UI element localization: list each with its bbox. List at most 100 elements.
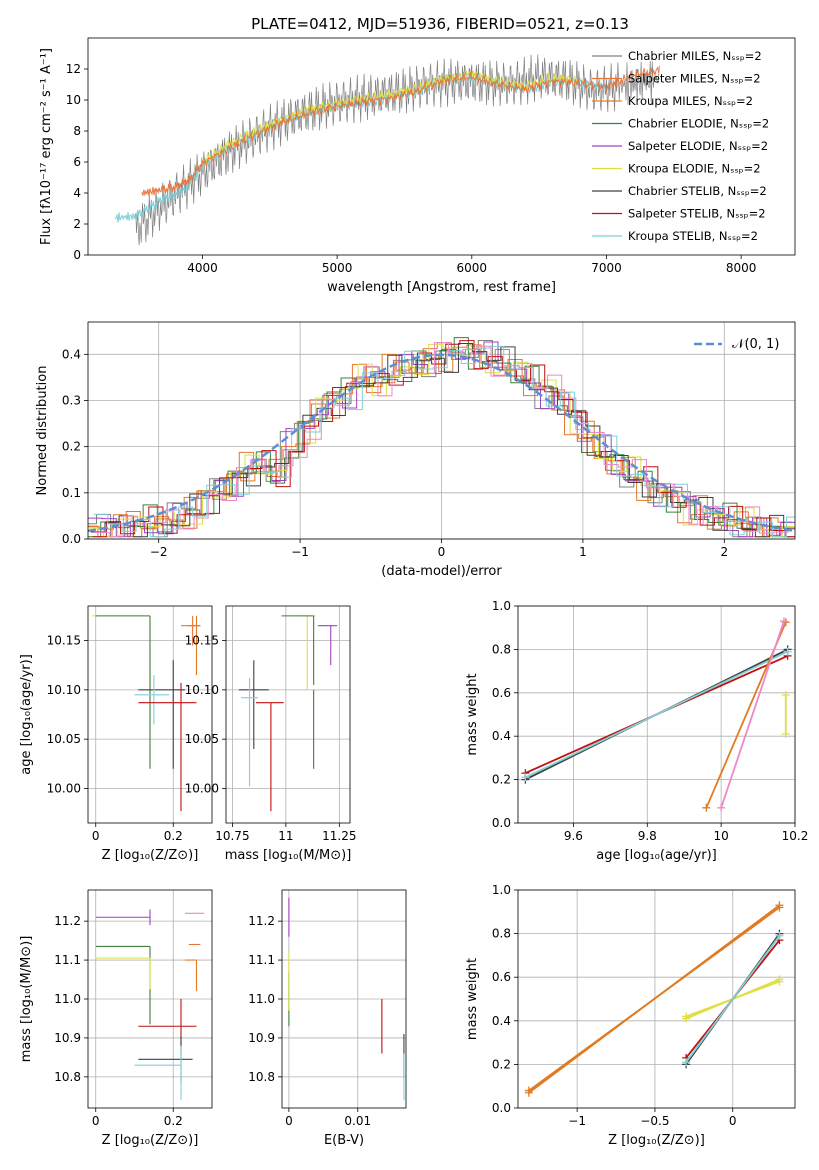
legend-entry: Salpeter MILES, Nₛₛₚ=2 (628, 72, 761, 86)
x-tick-label: 0.01 (344, 1114, 371, 1128)
x-axis-label: wavelength [Angstrom, rest frame] (327, 280, 556, 295)
histogram-kroupa-stelib (93, 345, 795, 538)
axes-frame (87, 605, 213, 824)
x-axis-label: Z [log₁₀(Z/Z⊙)] (102, 848, 199, 863)
spectrum-line-3 (141, 66, 660, 197)
y-tick-label: 0.2 (62, 440, 81, 454)
y-tick-label: 0.2 (492, 1057, 511, 1071)
histogram-chabrier-stelib (90, 343, 795, 538)
series-marker (682, 1012, 691, 1021)
plot-area-mass_vs_Z (95, 909, 205, 1101)
y-tick-label: 11.1 (54, 953, 81, 967)
legend-entry: 𝒩(0, 1) (732, 337, 779, 352)
axes-frame (87, 37, 796, 256)
chart-mass_vs_ebv: 0 0.01 10.8 10.9 11.0 11.1 11.2 E(B-V) (248, 889, 407, 1148)
x-tick-label: 0 (92, 829, 100, 843)
plot-area-residuals (88, 337, 795, 538)
y-axis-label: Flux [fλ10⁻¹⁷ erg cm⁻² s⁻¹ A⁻¹] (39, 48, 54, 245)
x-axis-label: E(B-V) (324, 1133, 364, 1148)
y-tick-label: 0.8 (492, 642, 511, 656)
x-axis-label: Z [log₁₀(Z/Z⊙)] (608, 1133, 705, 1148)
x-tick-label: 2 (720, 545, 728, 559)
series-marker (702, 803, 711, 812)
legend-entry: Chabrier MILES, Nₛₛₚ=2 (628, 49, 762, 63)
y-tick-label: 10.00 (185, 781, 219, 795)
y-tick-label: 11.1 (248, 953, 275, 967)
plot-area-age_vs_mass (238, 615, 338, 812)
x-tick-label: 10.2 (782, 829, 809, 843)
y-tick-label: 0.0 (62, 532, 81, 546)
y-axis-label: Normed distribution (35, 366, 50, 496)
y-tick-label: 0.6 (492, 686, 511, 700)
x-tick-label: 11 (278, 829, 293, 843)
x-tick-label: 1 (579, 545, 587, 559)
y-tick-label: 2 (73, 217, 81, 231)
y-tick-label: 1.0 (492, 599, 511, 613)
plot-area-mass_vs_ebv (288, 897, 405, 1101)
series-marker (779, 617, 788, 626)
x-tick-label: 0.2 (164, 1114, 183, 1128)
x-axis-label: age [log₁₀(age/yr)] (596, 848, 717, 863)
y-tick-label: 12 (66, 62, 81, 76)
y-axis-label: mass weight (465, 958, 480, 1040)
y-tick-label: 8 (73, 124, 81, 138)
grid-mass_vs_ebv (282, 890, 406, 1108)
y-tick-label: 1.0 (492, 883, 511, 897)
chart-mass_vs_Z: 0 0.2 10.8 10.9 11.0 11.1 11.2 Z [log₁₀(Z/Z⊙)] m… (19, 889, 213, 1148)
legend-entry: Chabrier ELODIE, Nₛₛₚ=2 (628, 117, 769, 131)
legend-entry: Salpeter ELODIE, Nₛₛₚ=2 (628, 139, 768, 153)
x-axis-label: mass [log₁₀(M/M⊙)] (225, 848, 352, 863)
x-tick-label: 9.6 (564, 829, 583, 843)
axes-frame (517, 889, 796, 1109)
x-axis-label: (data-model)/error (381, 564, 502, 579)
x-tick-label: −1 (291, 545, 309, 559)
y-tick-label: 10.05 (185, 732, 219, 746)
series-marker (775, 903, 784, 912)
plot-area-massweight_vs_Z (524, 901, 784, 1097)
y-tick-label: 0 (73, 248, 81, 262)
x-tick-label: 0 (285, 1114, 293, 1128)
grid-age_vs_mass (226, 606, 350, 823)
y-tick-label: 0.6 (492, 970, 511, 984)
x-tick-label: 10 (713, 829, 728, 843)
axes-frame (225, 605, 351, 824)
histogram-salpeter-stelib (92, 340, 795, 538)
axes-frame (517, 605, 796, 824)
y-tick-label: 10 (66, 93, 81, 107)
plot-area-spectrum (114, 54, 660, 246)
y-tick-label: 11.0 (248, 992, 275, 1006)
legend-entry: Chabrier STELIB, Nₛₛₚ=2 (628, 184, 767, 198)
y-tick-label: 11.2 (54, 914, 81, 928)
y-tick-label: 0.0 (492, 816, 511, 830)
x-tick-label: −0.5 (640, 1114, 669, 1128)
y-tick-label: 0.8 (492, 927, 511, 941)
figure-title: PLATE=0412, MJD=51936, FIBERID=0521, z=0… (251, 15, 629, 33)
y-tick-label: 10.00 (47, 781, 81, 795)
y-tick-label: 10.10 (47, 683, 81, 697)
plot-area-age_vs_Z (91, 615, 201, 812)
y-tick-label: 10.05 (47, 732, 81, 746)
x-tick-label: 4000 (187, 261, 218, 275)
series-line-6 (685, 935, 781, 1063)
y-tick-label: 10.9 (54, 1031, 81, 1045)
x-tick-label: 5000 (322, 261, 353, 275)
y-tick-label: 0.2 (492, 773, 511, 787)
gaussian-curve (88, 353, 795, 533)
chart-massweight_vs_Z: −1 −0.5 0 0.0 0.2 0.4 0.6 0.8 1.0 Z [log₁₀(Z/Z⊙)]… (465, 883, 796, 1148)
x-tick-label: 0 (729, 1114, 737, 1128)
legend-entry: Kroupa STELIB, Nₛₛₚ=2 (628, 229, 758, 243)
y-tick-label: 11.0 (54, 992, 81, 1006)
y-tick-label: 0.4 (492, 729, 511, 743)
x-axis-label: Z [log₁₀(Z/Z⊙)] (102, 1133, 199, 1148)
legend-entry: Kroupa ELODIE, Nₛₛₚ=2 (628, 162, 761, 176)
series-marker (717, 803, 726, 812)
series-marker (524, 1086, 533, 1095)
y-tick-label: 10.10 (185, 683, 219, 697)
chart-spectrum: 4000 5000 6000 7000 8000 0 2 4 6 8 10 12 wavelength … (39, 37, 796, 295)
x-tick-label: 11.25 (322, 829, 356, 843)
grid-massweight_vs_Z (518, 889, 795, 1109)
x-tick-label: 0.2 (164, 829, 183, 843)
x-tick-label: 9.8 (638, 829, 657, 843)
series-marker (775, 977, 784, 986)
